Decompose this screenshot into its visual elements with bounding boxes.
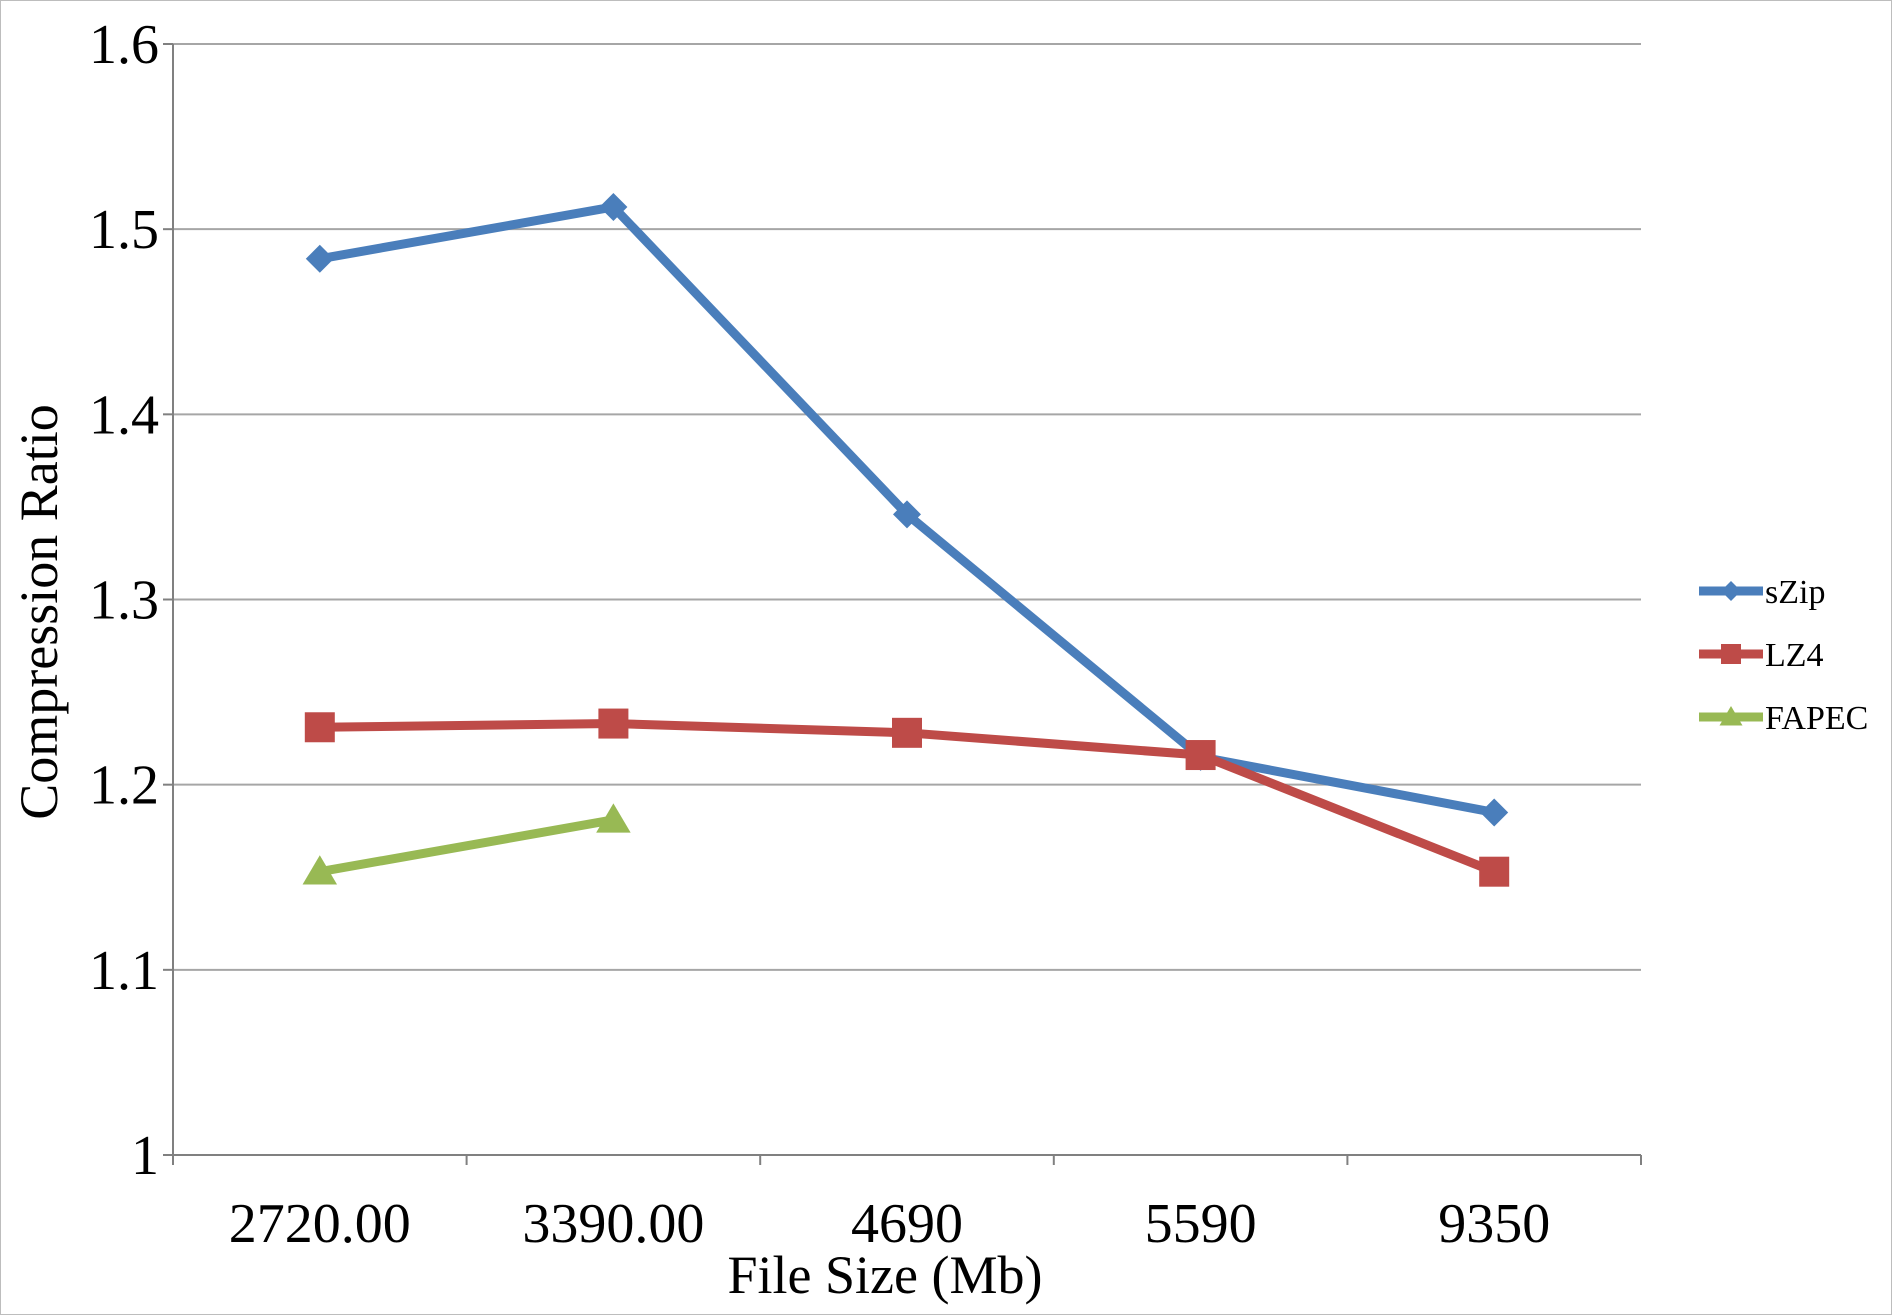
series-lz4 xyxy=(304,708,1510,887)
y-axis-label: Compression Ratio xyxy=(9,404,69,820)
x-tick-label: 3390.00 xyxy=(522,1193,704,1255)
series-group xyxy=(302,192,1510,887)
y-tick-label: 1.3 xyxy=(89,570,159,632)
legend-label: LZ4 xyxy=(1765,637,1824,674)
x-tick-labels: 2720.00 3390.00 4690 5590 9350 xyxy=(229,1193,1550,1255)
legend-swatch-marker xyxy=(1721,581,1741,601)
data-point xyxy=(1185,740,1216,771)
series-szip xyxy=(305,192,1509,827)
y-tick-label: 1.6 xyxy=(89,14,159,76)
legend-swatch-marker xyxy=(1719,706,1743,726)
data-point xyxy=(596,803,631,833)
data-point xyxy=(598,708,629,739)
legend-item-fapec: FAPEC xyxy=(1699,700,1868,737)
data-point xyxy=(892,717,922,748)
y-tick-labels: 1 1.1 1.2 1.3 1.4 1.5 1.6 xyxy=(89,14,159,1187)
data-point xyxy=(599,192,628,221)
data-point xyxy=(304,712,335,743)
legend-label: sZip xyxy=(1765,574,1825,611)
data-point xyxy=(305,244,334,273)
y-tick-label: 1.1 xyxy=(89,940,159,1002)
x-tick-label: 4690 xyxy=(851,1193,963,1255)
x-tick-label: 5590 xyxy=(1145,1193,1257,1255)
x-axis-label: File Size (Mb) xyxy=(728,1245,1043,1305)
grid-lines xyxy=(173,43,1641,971)
data-point xyxy=(1480,798,1509,827)
y-tick-label: 1.2 xyxy=(89,755,159,817)
y-tick-label: 1 xyxy=(131,1125,159,1187)
legend-label: FAPEC xyxy=(1765,700,1868,737)
data-point xyxy=(893,500,921,529)
x-tick-label: 9350 xyxy=(1438,1193,1550,1255)
data-point xyxy=(1479,856,1510,887)
legend-item-lz4: LZ4 xyxy=(1699,637,1824,674)
legend: sZip LZ4 FAPEC xyxy=(1699,574,1868,737)
legend-item-szip: sZip xyxy=(1699,574,1825,611)
legend-swatch-marker xyxy=(1721,644,1741,664)
axes xyxy=(163,43,1642,1165)
y-tick-label: 1.4 xyxy=(89,384,159,446)
series-line xyxy=(315,815,618,877)
series-fapec xyxy=(302,803,631,885)
x-tick-label: 2720.00 xyxy=(229,1193,411,1255)
data-point xyxy=(302,855,338,885)
y-tick-label: 1.5 xyxy=(89,199,159,261)
